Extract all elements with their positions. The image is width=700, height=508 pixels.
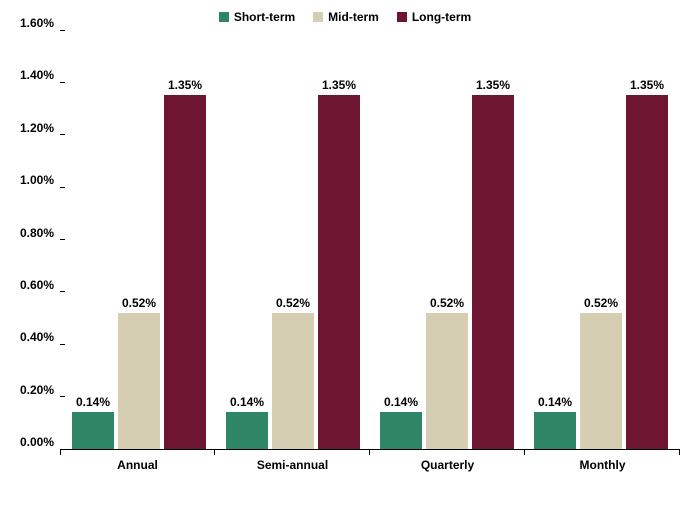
bar-wrap: 0.52% [426,313,468,450]
bar-value-label: 0.52% [584,296,618,310]
x-tick-mark [679,450,680,455]
y-axis: 0.00% 0.20% 0.40% 0.60% 0.80% 1.00% 1.20% 1.40%… [10,30,60,449]
bar [380,412,422,449]
y-tick-label: 1.20% [20,121,60,135]
bar-wrap: 0.14% [380,412,422,449]
bar-wrap: 1.35% [318,95,360,449]
legend-swatch [313,12,323,22]
bar [534,412,576,449]
x-tick-mark [60,450,61,455]
bar [226,412,268,449]
bar-value-label: 0.14% [538,395,572,409]
y-tick-label: 0.60% [20,278,60,292]
bar [118,313,160,450]
bar [426,313,468,450]
bar-value-label: 1.35% [630,78,664,92]
bar-value-label: 1.35% [322,78,356,92]
x-axis-label: Quarterly [370,450,525,472]
bar [72,412,114,449]
legend-item-mid-term: Mid-term [313,10,379,24]
bar-value-label: 1.35% [476,78,510,92]
y-tick-label: 0.40% [20,330,60,344]
bar [472,95,514,449]
bar-wrap: 0.14% [72,412,114,449]
bar-wrap: 1.35% [626,95,668,449]
bar-wrap: 0.14% [534,412,576,449]
bar-value-label: 0.52% [122,296,156,310]
y-tick-label: 0.80% [20,226,60,240]
legend-item-long-term: Long-term [397,10,471,24]
x-axis-label: Semi-annual [215,450,370,472]
bar [318,95,360,449]
bar-wrap: 0.52% [580,313,622,450]
bar-group: 0.14%0.52%1.35% [370,30,524,449]
legend-item-short-term: Short-term [219,10,295,24]
legend-swatch [219,12,229,22]
legend-label: Mid-term [328,10,379,24]
x-axis-label: Monthly [525,450,680,472]
y-tick-label: 1.60% [20,16,60,30]
bar [626,95,668,449]
bar-group: 0.14%0.52%1.35% [62,30,216,449]
bar-wrap: 1.35% [472,95,514,449]
chart-container: Short-term Mid-term Long-term 0.00% 0.20%… [0,0,700,508]
legend-label: Short-term [234,10,295,24]
bar-value-label: 0.14% [384,395,418,409]
legend-label: Long-term [412,10,471,24]
bar-value-label: 0.52% [276,296,310,310]
y-tick-label: 1.00% [20,173,60,187]
y-tick-label: 0.00% [20,435,60,449]
bar [580,313,622,450]
bar-wrap: 0.52% [272,313,314,450]
bar-wrap: 1.35% [164,95,206,449]
bar-value-label: 0.14% [230,395,264,409]
bar [272,313,314,450]
legend-swatch [397,12,407,22]
plot-area: 0.00%0.20%0.40%0.60%0.80%1.00%1.20%1.40%… [60,30,680,450]
bar-value-label: 0.52% [430,296,464,310]
y-tick-label: 1.40% [20,68,60,82]
bar-wrap: 0.52% [118,313,160,450]
bar-group: 0.14%0.52%1.35% [216,30,370,449]
bar-value-label: 0.14% [76,395,110,409]
bar-value-label: 1.35% [168,78,202,92]
bar-wrap: 0.14% [226,412,268,449]
bar-group: 0.14%0.52%1.35% [524,30,678,449]
x-axis-label: Annual [60,450,215,472]
legend: Short-term Mid-term Long-term [10,10,680,24]
x-axis-labels: AnnualSemi-annualQuarterlyMonthly [60,450,680,472]
bar [164,95,206,449]
bar-groups: 0.14%0.52%1.35%0.14%0.52%1.35%0.14%0.52%… [62,30,678,449]
y-tick-label: 0.20% [20,383,60,397]
